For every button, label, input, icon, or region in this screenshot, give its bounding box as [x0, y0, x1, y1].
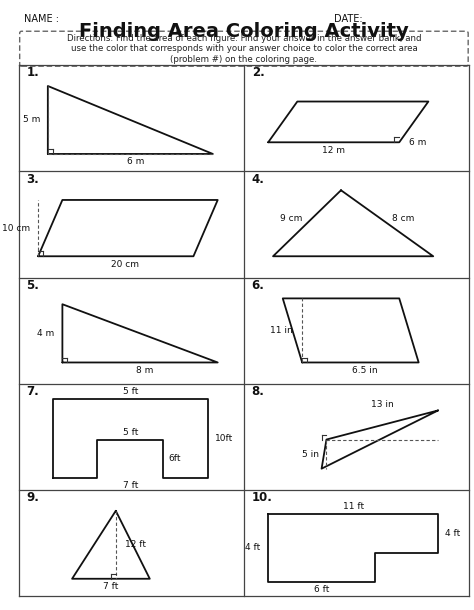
Text: 4 m: 4 m [37, 329, 55, 338]
Text: 10 cm: 10 cm [2, 224, 30, 232]
Text: 5 m: 5 m [23, 115, 40, 124]
Text: 5 ft: 5 ft [123, 428, 138, 437]
Text: 7 ft: 7 ft [103, 582, 118, 591]
Text: 4 ft: 4 ft [445, 529, 460, 537]
Text: 5.: 5. [27, 279, 39, 292]
Text: 5 in: 5 in [301, 450, 319, 459]
Text: 7.: 7. [27, 385, 39, 398]
Text: Directions: Find the area of each figure. Find your answer in the answer bank, a: Directions: Find the area of each figure… [67, 34, 421, 63]
Text: 1.: 1. [27, 66, 39, 79]
Text: 6.5 in: 6.5 in [353, 366, 378, 375]
Text: DATE:: DATE: [334, 13, 363, 24]
Text: 7 ft: 7 ft [123, 481, 138, 490]
Text: Finding Area Coloring Activity: Finding Area Coloring Activity [79, 22, 409, 41]
Text: 11 in: 11 in [270, 326, 292, 335]
Text: 6ft: 6ft [168, 454, 181, 464]
Text: 2.: 2. [252, 66, 264, 79]
Text: 10.: 10. [252, 491, 273, 504]
Text: 8.: 8. [252, 385, 264, 398]
Text: 13 in: 13 in [371, 400, 393, 409]
Text: 11 ft: 11 ft [343, 503, 364, 511]
Text: 8 cm: 8 cm [392, 214, 414, 223]
Text: 4 ft: 4 ft [245, 543, 260, 552]
Text: 6.: 6. [252, 279, 264, 292]
Text: 6 m: 6 m [409, 138, 426, 147]
Text: 8 m: 8 m [136, 366, 154, 375]
Text: 9.: 9. [27, 491, 39, 504]
Text: 10ft: 10ft [215, 434, 233, 443]
Text: 5 ft: 5 ft [123, 387, 138, 397]
Text: 12 ft: 12 ft [126, 540, 146, 549]
Text: 20 cm: 20 cm [111, 259, 139, 268]
Text: 3.: 3. [27, 173, 39, 185]
Text: 6 ft: 6 ft [314, 585, 329, 594]
FancyBboxPatch shape [20, 31, 468, 66]
Text: 6 m: 6 m [127, 157, 144, 166]
Text: 9 cm: 9 cm [280, 214, 302, 223]
Text: NAME :: NAME : [24, 13, 59, 24]
Text: 4.: 4. [252, 173, 264, 185]
Text: 12 m: 12 m [322, 146, 345, 154]
